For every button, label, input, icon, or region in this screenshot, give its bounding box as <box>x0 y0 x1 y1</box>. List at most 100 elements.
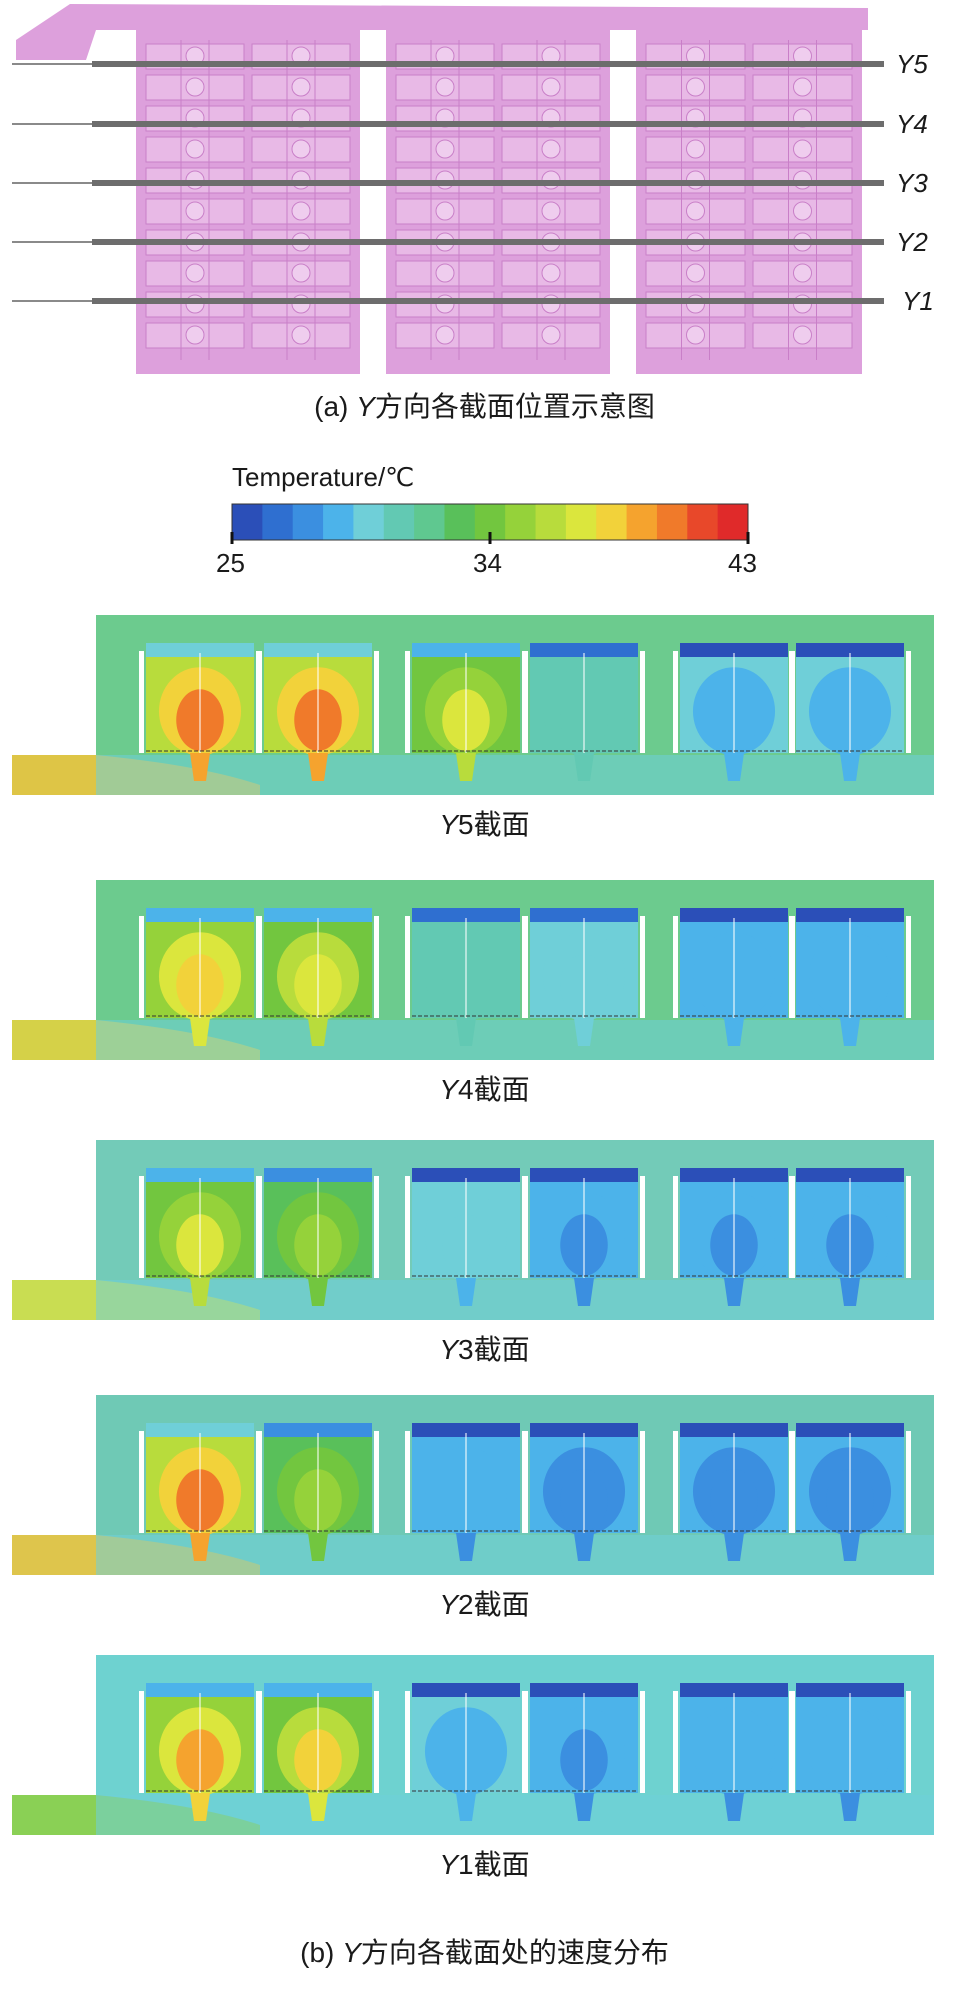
cell-top-band <box>412 908 520 922</box>
cell-contour <box>673 1423 795 1561</box>
cell-top-band <box>412 1683 520 1697</box>
colorbar-swatch <box>596 504 628 540</box>
colorbar-swatch <box>717 504 749 540</box>
cell-pin <box>541 201 561 221</box>
top-busbar <box>16 4 868 60</box>
section-label-italic: Y <box>439 809 459 840</box>
cell-top-band <box>412 1423 520 1437</box>
cell-contour <box>257 1683 379 1821</box>
cell-pin <box>541 263 561 283</box>
separator-wall <box>640 651 645 753</box>
cell-top-band <box>264 908 372 922</box>
colorbar-swatch <box>323 504 354 540</box>
cell-pin <box>435 77 455 97</box>
lower-flow-band <box>96 755 934 795</box>
cell-pin <box>291 139 311 159</box>
cell-outlet-plume <box>574 753 594 781</box>
section-label-italic: Y <box>439 1334 459 1365</box>
cell-outlet-plume <box>840 1793 860 1821</box>
section-line-y5 <box>92 61 884 67</box>
colorbar-swatch <box>626 504 658 540</box>
cell-top-band <box>796 1683 904 1697</box>
cell-outlet-plume <box>456 1533 476 1561</box>
caption-a-text: 方向各截面位置示意图 <box>374 391 655 422</box>
caption-b-prefix: (b) <box>300 1937 343 1968</box>
cell-top-band <box>530 1423 638 1437</box>
cell-contour <box>673 1683 795 1821</box>
cell-top-band <box>146 643 254 657</box>
cell-pin <box>291 77 311 97</box>
separator-wall <box>789 916 794 1018</box>
cell-outlet-plume <box>456 753 476 781</box>
cell-pin <box>435 263 455 283</box>
cell-top-band <box>796 908 904 922</box>
separator-wall <box>640 1176 645 1278</box>
battery-pack-body <box>16 4 868 374</box>
cell-top-band <box>264 1423 372 1437</box>
section-line-label-y4: Y4 <box>896 109 928 139</box>
cell-outlet-plume <box>456 1018 476 1046</box>
cell-pin <box>793 77 812 97</box>
cell-pin <box>435 201 455 221</box>
separator-wall <box>405 916 410 1018</box>
cell-outlet-plume <box>574 1278 594 1306</box>
separator-wall <box>906 651 911 753</box>
separator-wall <box>374 1691 379 1793</box>
cell-contour <box>257 1423 379 1561</box>
colorbar-swatch <box>565 504 597 540</box>
caption-a-prefix: (a) <box>314 391 357 422</box>
cell-pin <box>291 263 311 283</box>
separator-wall <box>257 1431 262 1533</box>
section-label: Y2截面 <box>0 1588 969 1622</box>
cell-outlet-plume <box>724 1018 744 1046</box>
cell-top-band <box>146 1168 254 1182</box>
section-label-text: 5截面 <box>458 809 530 840</box>
separator-wall <box>374 1176 379 1278</box>
cell-contour <box>139 643 261 781</box>
cell-contour <box>257 1168 379 1306</box>
cell-outlet-plume <box>308 1018 328 1046</box>
section-label: Y5截面 <box>0 808 969 842</box>
separator-wall <box>789 1691 794 1793</box>
separator-wall <box>405 651 410 753</box>
cell-contour <box>139 1168 261 1306</box>
cell-contour <box>523 1683 645 1821</box>
cell-contour <box>405 1683 527 1821</box>
lower-flow-band <box>96 1795 934 1835</box>
separator-wall <box>673 1176 678 1278</box>
cell-top-band <box>680 1168 788 1182</box>
colorbar-swatch <box>444 504 476 540</box>
cell-top-band <box>796 1423 904 1437</box>
section-label: Y3截面 <box>0 1333 969 1367</box>
cell-pin <box>686 325 705 345</box>
section-line-label-y3: Y3 <box>896 168 928 198</box>
cell-outlet-plume <box>724 1793 744 1821</box>
cell-contour <box>139 1423 261 1561</box>
lower-flow-band <box>96 1020 934 1060</box>
separator-wall <box>523 1176 528 1278</box>
cell-top-band <box>796 643 904 657</box>
separator-wall <box>640 916 645 1018</box>
cell-pin <box>435 325 455 345</box>
section-label-italic: Y <box>439 1074 459 1105</box>
cell-top-band <box>530 908 638 922</box>
cell-contour <box>257 643 379 781</box>
cell-outlet-plume <box>840 1278 860 1306</box>
cell-outlet-plume <box>574 1533 594 1561</box>
separator-wall <box>257 916 262 1018</box>
separator-wall <box>139 1431 144 1533</box>
cell-top-band <box>680 1683 788 1697</box>
cell-top-band <box>680 1423 788 1437</box>
separator-wall <box>523 916 528 1018</box>
section-label-text: 1截面 <box>458 1849 530 1880</box>
section-line-y2 <box>92 239 884 245</box>
cell-outlet-plume <box>190 1533 210 1561</box>
cell-pin <box>291 325 311 345</box>
cell-outlet-plume <box>456 1793 476 1821</box>
section-label: Y1截面 <box>0 1848 969 1882</box>
cell-top-band <box>530 1168 638 1182</box>
cell-top-band <box>146 1423 254 1437</box>
lower-flow-band <box>96 1535 934 1575</box>
separator-wall <box>139 651 144 753</box>
cell-top-band <box>264 1168 372 1182</box>
